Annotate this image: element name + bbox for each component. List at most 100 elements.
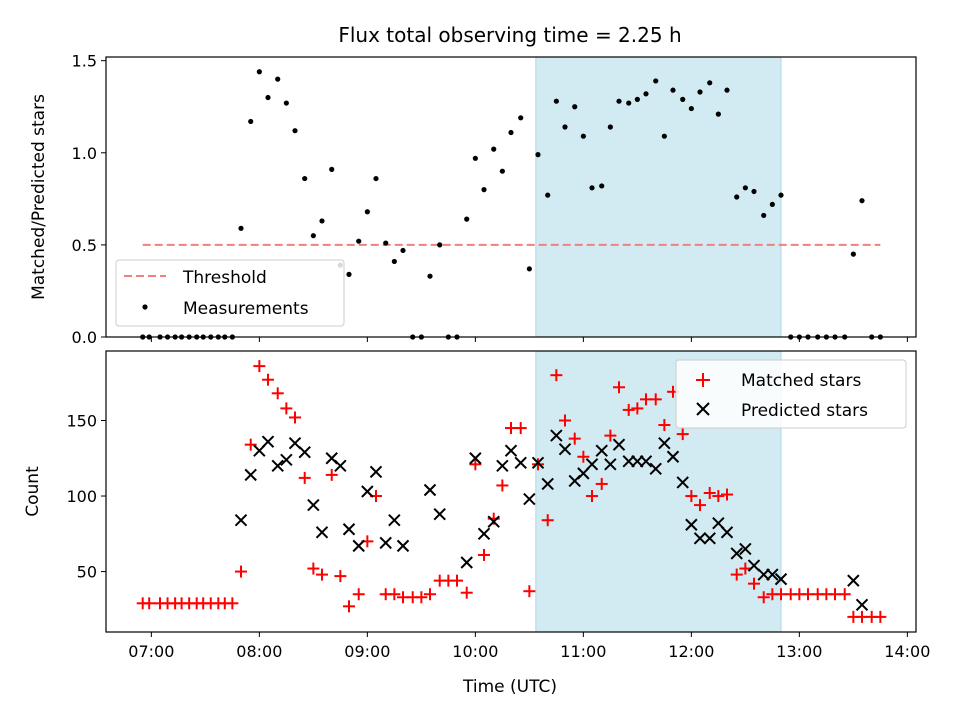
predicted-star-point: [855, 598, 869, 612]
measurement-point: [319, 218, 325, 224]
matched-star-point: [271, 387, 284, 400]
matched-star-point: [541, 514, 554, 527]
predicted-star-point: [703, 532, 716, 545]
predicted-star-point: [352, 539, 365, 553]
matched-star-point: [343, 600, 355, 613]
matched-star-point: [478, 548, 490, 561]
matched-star-point: [460, 586, 473, 599]
measurement-point: [769, 201, 775, 207]
y-tick-label: 1.5: [72, 52, 97, 71]
predicted-star-point: [423, 483, 437, 497]
matched-star-point: [253, 360, 266, 373]
predicted-star-point: [487, 515, 500, 528]
matched-star-point: [595, 477, 608, 490]
matched-star-point: [415, 591, 428, 604]
predicted-star-point: [504, 444, 518, 457]
predicted-star-point: [460, 556, 473, 569]
measurement-point: [562, 124, 568, 130]
matched-star-point: [676, 428, 689, 441]
predicted-star-point: [523, 492, 536, 506]
predicted-star-point: [730, 547, 743, 560]
matched-star-point: [658, 419, 671, 432]
predicted-star-point: [379, 536, 392, 550]
matched-star-point: [577, 450, 590, 463]
x-tick-label: 09:00: [344, 642, 390, 661]
matched-star-point: [604, 429, 617, 442]
matched-star-point: [334, 570, 347, 583]
legend-matched-label: Matched stars: [741, 371, 861, 391]
matched-star-point: [424, 588, 436, 601]
x-tick-label: 14:00: [884, 642, 930, 661]
ratio-legend: Threshold Measurements: [115, 259, 345, 327]
x-tick-label: 08:00: [236, 642, 282, 661]
matched-star-point: [631, 402, 644, 415]
matched-star-point: [649, 393, 662, 406]
predicted-star-point: [666, 450, 680, 463]
matched-star-point: [226, 597, 239, 610]
measurement-point: [751, 188, 757, 195]
predicted-star-point: [531, 456, 545, 470]
measurement-point: [742, 185, 748, 191]
matched-star-point: [244, 438, 257, 451]
legend-matched-swatch: [696, 373, 710, 387]
matched-star-point: [721, 488, 733, 501]
matched-star-point: [514, 422, 527, 435]
measurement-point: [761, 212, 767, 219]
legend-threshold-label: Threshold: [182, 268, 267, 288]
ratio-shaded-span: [535, 56, 782, 338]
predicted-star-point: [261, 435, 275, 448]
matched-star-point: [874, 610, 887, 623]
predicted-star-point: [766, 568, 779, 581]
predicted-star-point: [280, 453, 293, 466]
measurement-point: [715, 111, 721, 117]
count-y-axis-label: Count: [23, 466, 43, 517]
measurement-point: [427, 273, 433, 279]
measurement-point: [734, 194, 740, 200]
predicted-star-point: [693, 532, 707, 545]
measurement-point: [680, 96, 686, 102]
measurement-point: [373, 175, 379, 182]
matched-star-point: [739, 562, 752, 575]
measurement-point: [553, 98, 559, 104]
matched-star-point: [694, 499, 706, 512]
measurement-point: [364, 209, 370, 215]
predicted-star-point: [307, 498, 320, 512]
measurement-point: [589, 185, 595, 191]
predicted-star-point: [558, 442, 572, 456]
matched-star-point: [550, 369, 563, 382]
measurement-point: [634, 96, 640, 102]
measurement-point: [302, 175, 308, 182]
legend-predicted-swatch: [696, 402, 710, 416]
measurement-point: [499, 168, 505, 174]
predicted-star-point: [477, 527, 491, 541]
measurement-point: [265, 94, 271, 101]
y-tick-label: 100: [66, 487, 97, 506]
predicted-star-point: [298, 446, 311, 459]
x-tick-label: 13:00: [776, 642, 822, 661]
measurement-point: [283, 100, 289, 106]
matched-star-point: [586, 490, 598, 503]
ratio-y-ticks: 0.0 0.5 1.0 1.5: [72, 52, 106, 347]
measurement-point: [391, 258, 397, 265]
matched-stars-points: [136, 360, 887, 623]
predicted-star-point: [658, 436, 671, 450]
measurement-point: [400, 247, 406, 254]
measurement-point: [599, 183, 605, 189]
matched-star-point: [388, 588, 401, 601]
matched-star-point: [280, 402, 293, 415]
predicted-star-point: [244, 468, 257, 482]
matched-star-point: [451, 574, 463, 587]
measurement-point: [572, 104, 578, 110]
ratio-x-ticks: [150, 337, 908, 342]
matched-star-point: [748, 577, 760, 590]
measurement-point: [670, 87, 676, 93]
count-panel: 50 100 150 07:00 08:00 09:00 10:00 11:00 12:00 1…: [23, 350, 930, 697]
predicted-star-point: [361, 485, 374, 498]
measurement-point: [859, 198, 865, 204]
measurement-point: [616, 98, 622, 104]
predicted-star-point: [595, 444, 608, 457]
predicted-star-point: [739, 542, 752, 556]
measurement-point: [508, 129, 514, 136]
predicted-star-point: [847, 574, 860, 587]
